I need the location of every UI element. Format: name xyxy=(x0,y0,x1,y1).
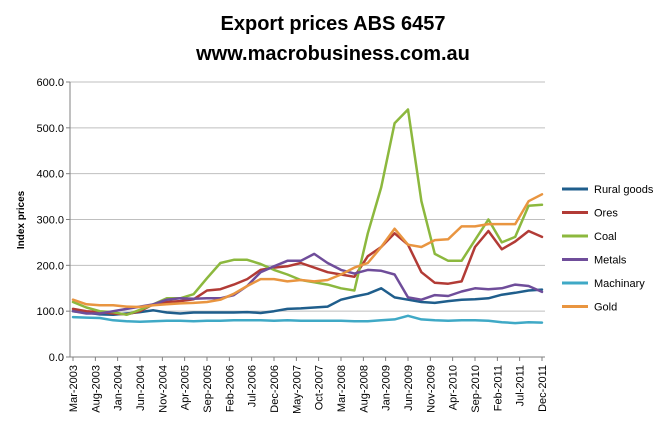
y-tick-label: 400.0 xyxy=(36,169,64,181)
y-tick-label: 300.0 xyxy=(36,215,64,227)
x-tick-label: Feb-2006 xyxy=(224,365,236,412)
x-tick-label: Sep-2005 xyxy=(202,365,214,413)
gridlines xyxy=(70,81,545,312)
x-tick-label: Jan-2009 xyxy=(381,365,393,411)
series-line-rural-goods xyxy=(71,287,544,317)
x-tick-label: Sep-2010 xyxy=(470,365,482,413)
x-tick-label: Feb-2011 xyxy=(492,365,504,411)
x-tick-label: Apr-2010 xyxy=(448,365,460,410)
series-line-coal xyxy=(71,108,544,317)
x-tick-label: Jan-2004 xyxy=(113,365,125,411)
y-tick-labels: 0.0 100.0 200.0 300.0 400.0 500.0 600.0 xyxy=(36,77,70,364)
y-tick-label: 0.0 xyxy=(49,352,64,364)
x-tick-label: Mar-2008 xyxy=(336,365,348,412)
y-tick-label: 600.0 xyxy=(36,77,64,89)
legend: Rural goods Ores Coal Metals Machinary Gold xyxy=(562,184,654,314)
x-tick-label: Jul-2006 xyxy=(247,365,259,407)
legend-label: Machinary xyxy=(594,278,645,290)
chart-subtitle: www.macrobusiness.com.au xyxy=(195,43,470,65)
legend-label: Ores xyxy=(594,208,618,220)
series-line-machinary xyxy=(71,314,544,325)
x-tick-label: Jun-2004 xyxy=(135,365,147,411)
x-tick-label: Apr-2005 xyxy=(180,365,192,410)
legend-label: Rural goods xyxy=(594,184,654,196)
y-tick-label: 500.0 xyxy=(36,123,64,135)
x-tick-label: Dec-2011 xyxy=(537,365,549,412)
series-line-gold xyxy=(71,193,544,309)
x-tick-label: Jun-2009 xyxy=(403,365,415,411)
legend-label: Coal xyxy=(594,231,617,243)
series-lines xyxy=(71,108,544,325)
legend-label: Gold xyxy=(594,302,617,314)
y-tick-label: 100.0 xyxy=(36,306,64,318)
x-tick-label: Nov-2004 xyxy=(157,365,169,413)
x-tick-label: Aug-2008 xyxy=(358,365,370,413)
x-tick-label: Mar-2003 xyxy=(68,365,80,412)
x-tick-label: Jul-2011 xyxy=(515,365,527,406)
y-tick-label: 200.0 xyxy=(36,260,64,272)
x-tick-label: Oct-2007 xyxy=(314,365,326,410)
x-tick-label: Dec-2006 xyxy=(269,365,281,413)
x-tick-label: Nov-2009 xyxy=(425,365,437,413)
x-tick-label: May-2007 xyxy=(291,365,303,414)
series-line-metals xyxy=(71,252,544,315)
y-axis-title: Index prices xyxy=(16,190,27,249)
legend-label: Metals xyxy=(594,255,627,267)
chart-title: Export prices ABS 6457 xyxy=(221,13,446,35)
x-tick-label: Aug-2003 xyxy=(90,365,102,413)
x-tick-labels: Mar-2003 Aug-2003 Jan-2004 Jun-2004 Nov-2004… xyxy=(68,357,549,414)
